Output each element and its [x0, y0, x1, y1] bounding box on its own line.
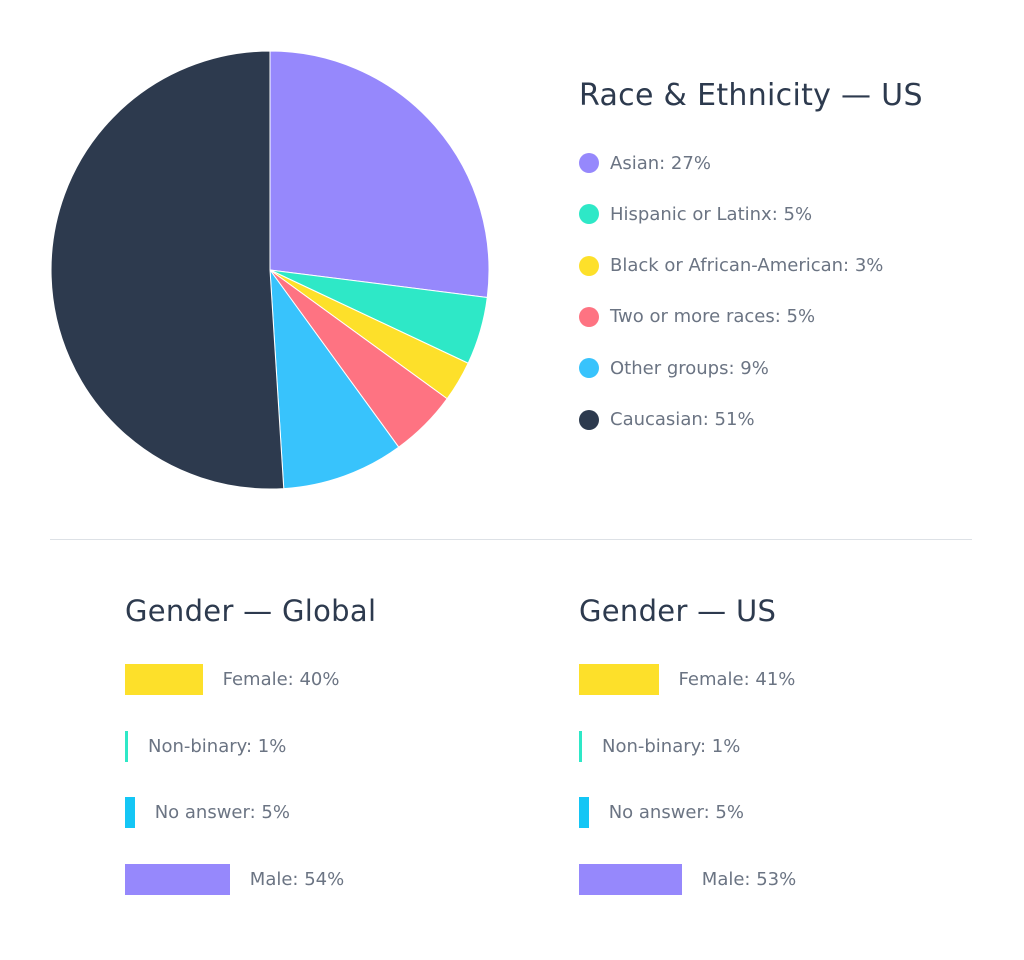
legend-label: Caucasian: 51%	[610, 409, 755, 430]
section-divider	[50, 539, 972, 540]
gender-us-bar-no-answer	[579, 797, 589, 828]
gender-us-label-male: Male: 53%	[701, 869, 797, 890]
legend-swatch	[579, 306, 599, 327]
legend-item-other-groups: Other groups: 9%	[579, 355, 769, 381]
gender-global-label-non-binary: Non-binary: 1%	[148, 736, 287, 757]
gender-us-bar-female	[579, 664, 659, 695]
gender-global-bar-non-binary	[125, 731, 128, 762]
gender-us-title: Gender — US	[579, 594, 777, 628]
gender-global-chart: Gender — Global Female: 40% Non-binary: 1…	[125, 594, 545, 914]
gender-global-label-female: Female: 40%	[222, 669, 340, 690]
race-ethnicity-title: Race & Ethnicity — US	[579, 78, 923, 113]
gender-global-row-female: Female: 40%	[125, 664, 339, 695]
gender-global-bar-female	[125, 664, 203, 695]
gender-global-title: Gender — Global	[125, 594, 377, 628]
legend-item-two-or-more-races: Two or more races: 5%	[579, 304, 815, 330]
gender-us-bar-non-binary	[579, 731, 582, 762]
gender-us-row-female: Female: 41%	[579, 664, 795, 695]
legend-swatch	[579, 153, 599, 173]
gender-us-bar-male	[579, 864, 682, 895]
gender-us-label-non-binary: Non-binary: 1%	[602, 736, 741, 757]
gender-us-chart: Gender — US Female: 41% Non-binary: 1% No …	[579, 594, 999, 914]
gender-global-label-male: Male: 54%	[249, 869, 345, 890]
gender-global-label-no-answer: No answer: 5%	[154, 802, 290, 823]
legend-label: Two or more races: 5%	[610, 306, 816, 328]
pie-slice-caucasian	[50, 50, 285, 490]
legend-label: Black or African-American: 3%	[610, 255, 884, 277]
legend-swatch	[579, 204, 599, 225]
legend-swatch	[579, 358, 599, 379]
legend-swatch	[579, 255, 599, 276]
pie-slice-other-groups	[269, 269, 400, 490]
gender-us-row-male: Male: 53%	[579, 864, 796, 895]
pie-slice-asian	[269, 50, 490, 298]
legend-label: Asian: 27%	[610, 152, 711, 174]
legend-swatch	[579, 409, 599, 430]
legend-item-asian: Asian: 27%	[579, 150, 711, 176]
gender-us-label-no-answer: No answer: 5%	[608, 802, 744, 823]
legend-item-black-or-african-american: Black or African-American: 3%	[579, 253, 883, 279]
legend-item-hispanic-or-latinx: Hispanic or Latinx: 5%	[579, 201, 812, 227]
gender-us-row-non-binary: Non-binary: 1%	[579, 731, 740, 762]
legend-label: Other groups: 9%	[610, 357, 769, 379]
race-ethnicity-pie-chart	[50, 50, 490, 490]
gender-global-row-no-answer: No answer: 5%	[125, 797, 290, 828]
gender-global-row-non-binary: Non-binary: 1%	[125, 731, 286, 762]
gender-global-bar-male	[125, 864, 230, 895]
gender-us-label-female: Female: 41%	[678, 669, 796, 690]
legend-item-caucasian: Caucasian: 51%	[579, 407, 755, 433]
legend-label: Hispanic or Latinx: 5%	[610, 203, 813, 225]
gender-global-row-male: Male: 54%	[125, 864, 344, 895]
gender-global-bar-no-answer	[125, 797, 135, 828]
gender-us-row-no-answer: No answer: 5%	[579, 797, 744, 828]
